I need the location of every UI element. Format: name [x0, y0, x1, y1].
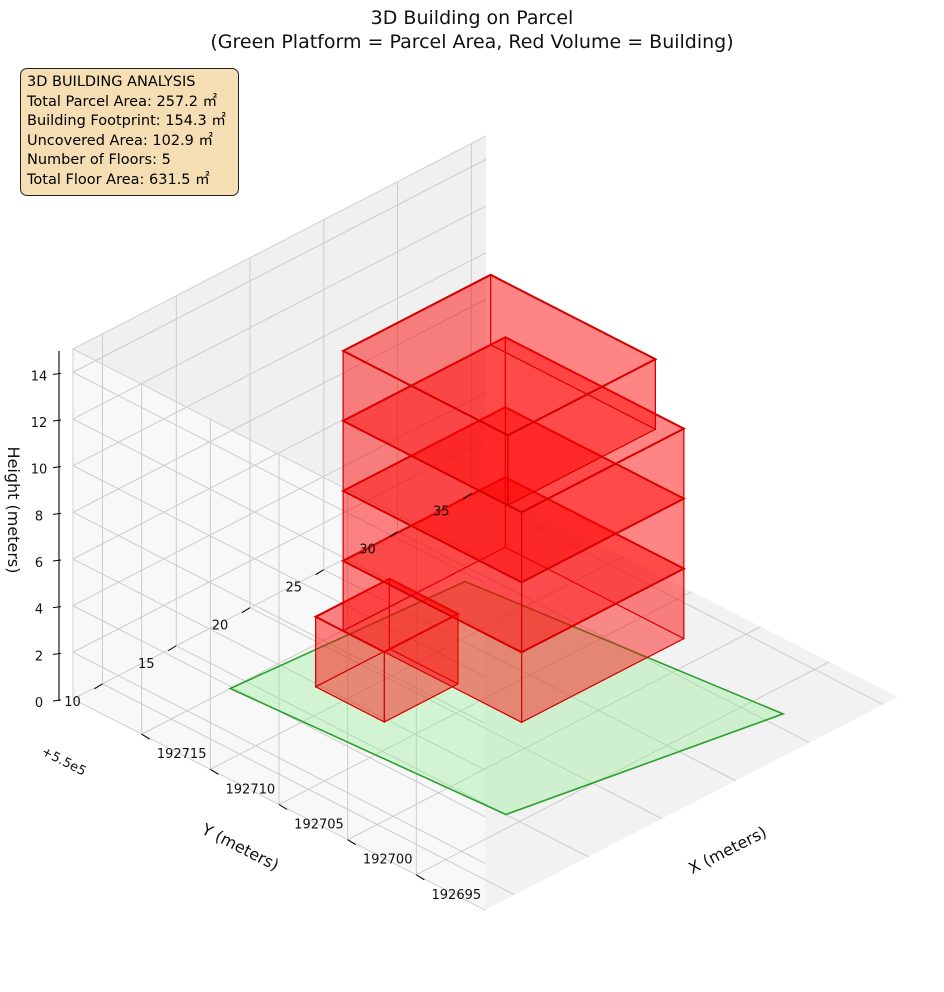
stats-line-floor-area: Total Floor Area: 631.5 ㎡ [27, 171, 210, 188]
y-axis-label: Y (meters) [198, 819, 282, 874]
y-tick-mark [389, 531, 398, 538]
chart-title-line2: (Green Platform = Parcel Area, Red Volum… [210, 31, 734, 53]
floor-1-top [313, 577, 461, 654]
x-tick-mark [278, 804, 288, 810]
chart-title: 3D Building on Parcel (Green Platform = … [0, 6, 944, 54]
floor-2 [340, 476, 687, 724]
y-tick-label: 20 [212, 619, 229, 634]
y-tick-label: 30 [359, 543, 376, 558]
stats-line-footprint: Building Footprint: 154.3 ㎡ [27, 113, 226, 129]
x-tick-mark [141, 733, 150, 740]
chart-title-line1: 3D Building on Parcel [370, 7, 574, 29]
y-tick-mark [462, 493, 472, 500]
x-tick-label: 192705 [294, 818, 344, 833]
floor-1 [313, 577, 461, 723]
floor-3 [340, 406, 687, 654]
y-tick-label: 25 [285, 581, 302, 596]
y-tick-label: 10 [64, 695, 81, 710]
y-tick-mark [315, 569, 325, 576]
tick-labels: 1926951927001927051927101927151015202530… [31, 369, 482, 903]
x-tick-label: 192700 [363, 853, 413, 868]
z-tick-label: 0 [35, 696, 43, 711]
stats-heading: 3D BUILDING ANALYSIS [27, 74, 196, 90]
z-tick-mark [52, 559, 62, 562]
z-tick-label: 14 [31, 369, 48, 384]
z-tick-mark [52, 372, 62, 375]
x-axis-label: X (meters) [685, 822, 769, 878]
z-tick-mark [52, 466, 62, 469]
y-tick-mark [94, 683, 103, 690]
y-tick-mark [167, 645, 177, 652]
z-tick-mark [52, 419, 62, 422]
x-tick-label: 192695 [432, 888, 482, 903]
z-tick-mark [52, 606, 62, 609]
floor-5 [340, 273, 658, 507]
z-tick-label: 2 [35, 649, 43, 664]
y-tick-mark [241, 607, 251, 614]
z-tick-label: 6 [35, 556, 43, 571]
x-tick-mark [416, 874, 425, 881]
stats-line-parcel-area: Total Parcel Area: 257.2 ㎡ [27, 93, 218, 110]
z-tick-label: 8 [35, 509, 43, 524]
y-tick-label: 15 [138, 657, 155, 672]
x-tick-label: 192710 [226, 782, 276, 797]
x-tick-mark [347, 839, 356, 846]
z-axis-label: Height (meters) [4, 447, 23, 574]
floor-5-top [340, 273, 658, 437]
stats-line-uncovered: Uncovered Area: 102.9 ㎡ [27, 132, 214, 149]
x-tick-label: 192715 [157, 747, 207, 762]
z-tick-mark [52, 699, 62, 702]
z-tick-label: 10 [31, 463, 48, 478]
y-tick-label: 35 [433, 505, 450, 520]
z-tick-label: 12 [31, 416, 48, 431]
z-tick-label: 4 [35, 603, 43, 618]
floor-4 [340, 336, 687, 584]
z-tick-mark [52, 652, 62, 655]
analysis-stats-box: 3D BUILDING ANALYSIS Total Parcel Area: … [20, 68, 239, 196]
x-tick-mark [210, 768, 219, 775]
z-tick-mark [52, 512, 62, 515]
stats-line-floors: Number of Floors: 5 [27, 152, 171, 168]
y-offset-label: +5.5e5 [39, 744, 88, 779]
parcel-platform [228, 580, 786, 816]
